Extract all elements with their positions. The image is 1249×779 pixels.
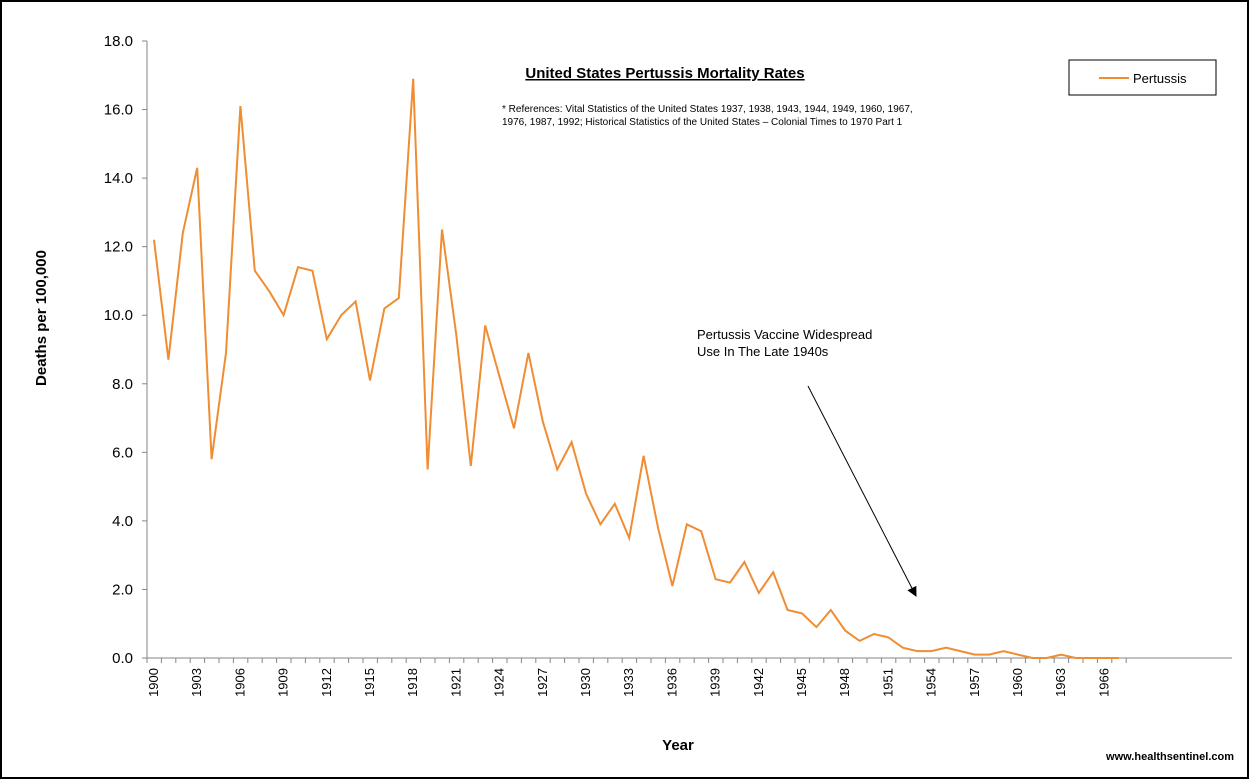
y-tick-label: 12.0	[104, 239, 133, 256]
legend-label-pertussis: Pertussis	[1133, 71, 1187, 86]
x-tick-label: 1900	[146, 668, 161, 697]
x-axis-title: Year	[662, 737, 694, 754]
x-tick-label: 1936	[664, 668, 679, 697]
x-tick-label: 1954	[924, 668, 939, 697]
y-tick-label: 6.0	[112, 444, 133, 461]
x-tick-label: 1945	[794, 668, 809, 697]
x-tick-label: 1933	[621, 668, 636, 697]
series-line-pertussis	[153, 78, 1119, 659]
y-tick-label: 0.0	[112, 650, 133, 667]
x-tick-label: 1915	[362, 668, 377, 697]
y-axis-title: Deaths per 100,000	[33, 250, 50, 386]
source-credit: www.healthsentinel.com	[1105, 751, 1234, 763]
annotation-arrow	[807, 385, 917, 597]
y-tick-label: 8.0	[112, 376, 133, 393]
x-tick-label: 1948	[837, 668, 852, 697]
x-tick-label: 1909	[276, 668, 291, 697]
axes: 0.0 2.0 4.0 6.0 8.0 10.0 12.0 14.0 16.0 18.0 1900 1…	[104, 33, 1232, 697]
legend: Pertussis	[1068, 59, 1217, 96]
x-tick-label: 1903	[189, 668, 204, 697]
references-line-2: 1976, 1987, 1992; Historical Statistics …	[502, 117, 903, 128]
x-tick-label: 1906	[232, 668, 247, 697]
chart-title: United States Pertussis Mortality Rates	[525, 65, 804, 82]
x-tick-label: 1939	[708, 668, 723, 697]
legend-box	[1068, 59, 1217, 96]
x-tick-label: 1966	[1096, 668, 1111, 697]
y-tick-label: 16.0	[104, 102, 133, 119]
y-tick-label: 18.0	[104, 33, 133, 50]
x-tick-label: 1918	[405, 668, 420, 697]
y-tick-label: 2.0	[112, 581, 133, 598]
annotation-line-1: Pertussis Vaccine Widespread	[697, 327, 872, 342]
x-tick-label: 1912	[319, 668, 334, 697]
x-tick-label: 1930	[578, 668, 593, 697]
y-tick-label: 4.0	[112, 513, 133, 530]
x-tick-label: 1921	[448, 668, 463, 697]
x-tick-label: 1960	[1010, 668, 1025, 697]
y-tick-label: 10.0	[104, 307, 133, 324]
x-tick-label: 1957	[967, 668, 982, 697]
x-tick-label: 1942	[751, 668, 766, 697]
y-tick-label: 14.0	[104, 170, 133, 187]
x-tick-label: 1963	[1053, 668, 1068, 697]
x-tick-label: 1924	[492, 668, 507, 697]
x-tick-label: 1951	[880, 668, 895, 697]
series-pertussis	[153, 78, 1119, 659]
references-line-1: * References: Vital Statistics of the Un…	[502, 104, 913, 115]
x-tick-label: 1927	[535, 668, 550, 697]
annotation-line-2: Use In The Late 1940s	[697, 344, 829, 359]
